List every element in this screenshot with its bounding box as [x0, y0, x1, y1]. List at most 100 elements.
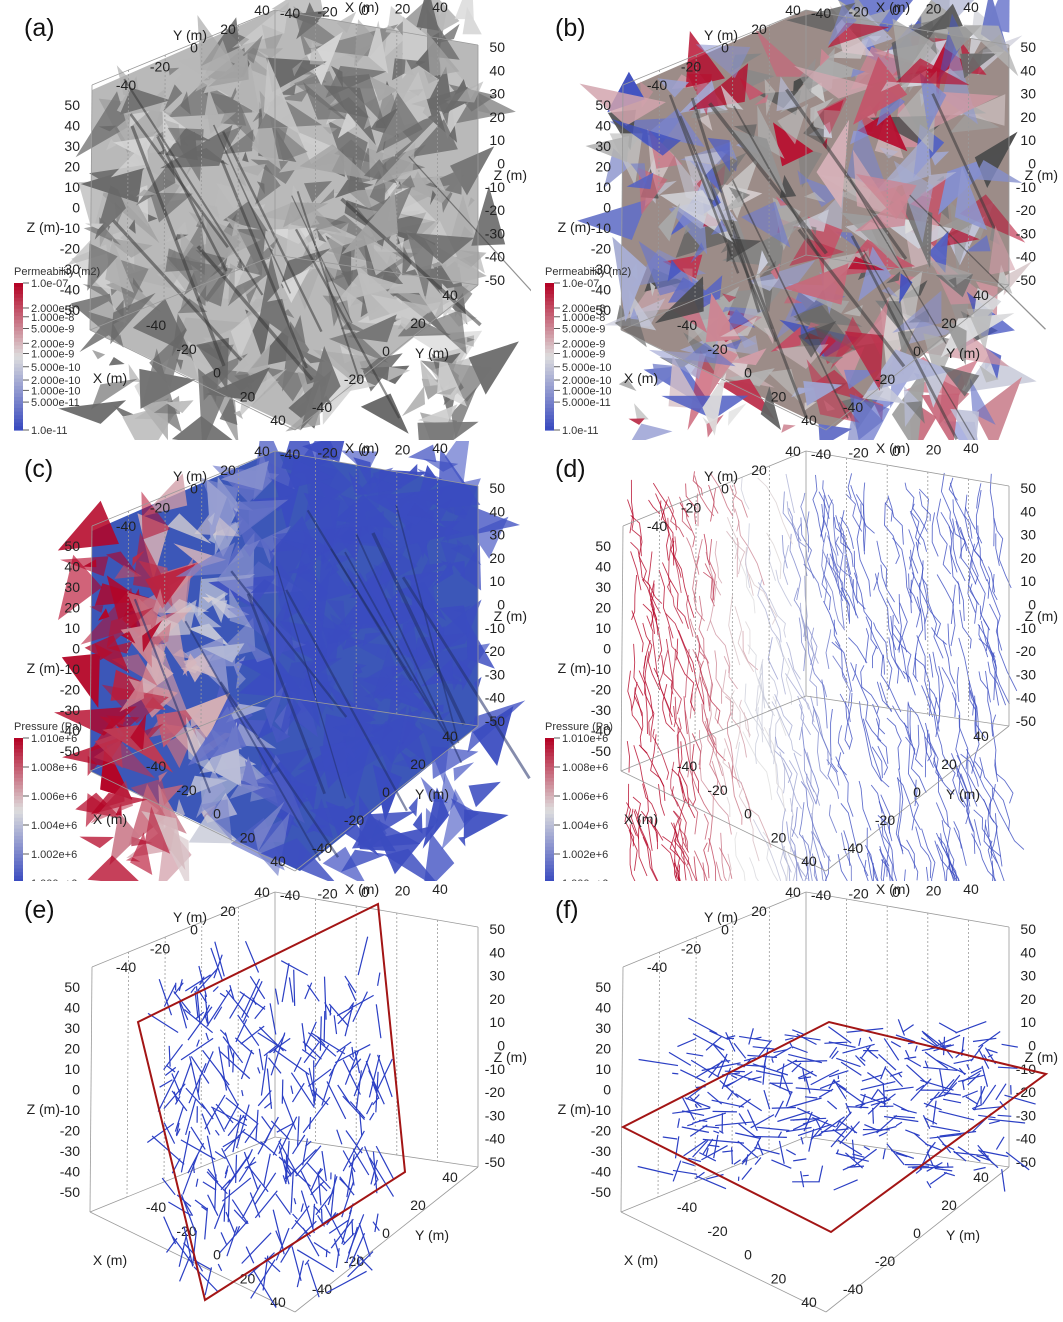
- fracture-facet: [233, 655, 246, 676]
- fracture-trace: [995, 1083, 1007, 1101]
- streamline: [971, 833, 997, 881]
- streamline: [908, 529, 919, 574]
- fracture-trace: [692, 1094, 700, 1102]
- streamline: [807, 626, 818, 706]
- streamline: [709, 472, 734, 517]
- fracture-trace: [784, 1034, 821, 1041]
- fracture-trace: [884, 1067, 904, 1088]
- fracture-facet: [722, 191, 744, 212]
- streamline: [738, 787, 760, 862]
- streamline: [706, 580, 717, 632]
- fracture-trace: [351, 1046, 354, 1058]
- streamline: [640, 810, 664, 841]
- streamline: [833, 517, 852, 575]
- fracture-facet: [255, 164, 281, 205]
- y-tick-top: -40: [647, 959, 667, 975]
- panel-a: -40 -20 0 20 40 X (m) -40 -20 0 20 40 Y (m) 50 40 30 20…: [0, 0, 531, 440]
- grid-line: [126, 69, 129, 316]
- z-tick-right: 40: [489, 944, 505, 960]
- fracture-trace: [713, 1134, 719, 1159]
- streamline: [728, 594, 741, 666]
- fracture-facet: [342, 637, 368, 650]
- streamline: [983, 798, 998, 864]
- streamline: [698, 729, 703, 766]
- streamline: [798, 802, 811, 857]
- fracture-facet: [158, 771, 168, 783]
- streamline: [662, 836, 680, 878]
- fracture-facet: [176, 359, 184, 371]
- colorbar-swatch: [14, 367, 23, 372]
- z-tick-right: 40: [489, 503, 505, 519]
- fracture-facet: [110, 292, 156, 345]
- fracture-facet: [429, 309, 467, 355]
- fracture-facet: [338, 74, 386, 127]
- fracture-trace: [219, 1220, 249, 1254]
- fracture-streak: [112, 219, 243, 362]
- y-axis-label-bottom: Y (m): [415, 786, 449, 802]
- streamline: [626, 802, 637, 836]
- fracture-facet: [234, 268, 261, 288]
- x-tick-bottom: -40: [146, 317, 166, 333]
- colorbar-tick-label: 5.000e-10: [562, 362, 612, 374]
- fracture-facet: [377, 537, 418, 580]
- colorbar-swatch: [14, 741, 23, 746]
- fracture-facet: [180, 295, 192, 311]
- fracture-trace: [776, 1059, 798, 1072]
- y-tick-top: -40: [116, 518, 136, 534]
- fracture-facet: [237, 499, 289, 537]
- fracture-trace: [219, 992, 227, 998]
- streamline: [708, 837, 717, 881]
- streamline: [980, 620, 996, 658]
- fracture-trace: [961, 1069, 982, 1083]
- fracture-trace: [741, 1167, 753, 1180]
- colorbar-legend: Permeability (m2)1.0e-072.000e-81.000e-8…: [545, 266, 631, 437]
- streamline: [633, 695, 648, 754]
- z-axis-label-left: Z (m): [27, 1101, 60, 1117]
- fracture-trace: [261, 1115, 272, 1131]
- colorbar-tick-label: 5.000e-10: [31, 362, 81, 374]
- y-tick-bottom: 20: [410, 1197, 426, 1213]
- fracture-trace: [855, 1096, 888, 1107]
- streamline: [916, 635, 931, 717]
- streamline: [827, 494, 839, 556]
- streamline: [877, 815, 893, 842]
- colorbar-swatch: [545, 810, 554, 815]
- colorbar-swatch: [14, 341, 23, 347]
- fracture-facet: [266, 57, 327, 93]
- streamline: [679, 828, 689, 851]
- fracture-trace: [842, 1043, 875, 1054]
- colorbar-swatch: [14, 788, 23, 793]
- colorbar-swatch: [545, 411, 554, 416]
- streamline: [731, 765, 743, 825]
- fracture-facet: [89, 605, 104, 613]
- fracture-facet: [229, 588, 253, 629]
- streamline: [699, 767, 732, 835]
- x-tick-top: -20: [848, 445, 868, 461]
- fracture-trace: [286, 1148, 317, 1179]
- z-axis-label-right: Z (m): [494, 1049, 527, 1065]
- colorbar-swatch: [14, 759, 23, 764]
- fracture-facet: [371, 647, 399, 702]
- fracture-trace: [345, 1226, 358, 1263]
- fracture-facet: [303, 82, 346, 120]
- streamline: [707, 718, 725, 795]
- fracture-trace: [924, 1060, 929, 1069]
- fracture-facet: [239, 368, 287, 418]
- fracture-facet: [322, 295, 353, 334]
- fracture-trace: [278, 1156, 311, 1187]
- fracture-trace: [708, 1062, 722, 1079]
- z-tick-left: -20: [591, 682, 611, 698]
- streamline: [994, 813, 1003, 867]
- fracture-trace: [175, 1122, 180, 1136]
- fracture-trace: [335, 1248, 340, 1268]
- fracture-trace: [720, 1060, 731, 1062]
- z-tick-right: -10: [485, 179, 505, 195]
- streamline: [843, 554, 859, 619]
- fracture-trace: [804, 1075, 811, 1094]
- fracture-trace: [183, 1226, 194, 1267]
- fracture-facet: [396, 175, 415, 190]
- streamline: [638, 670, 648, 735]
- fracture-facet: [431, 746, 479, 779]
- streamline: [837, 752, 847, 776]
- fracture-trace: [802, 1068, 806, 1082]
